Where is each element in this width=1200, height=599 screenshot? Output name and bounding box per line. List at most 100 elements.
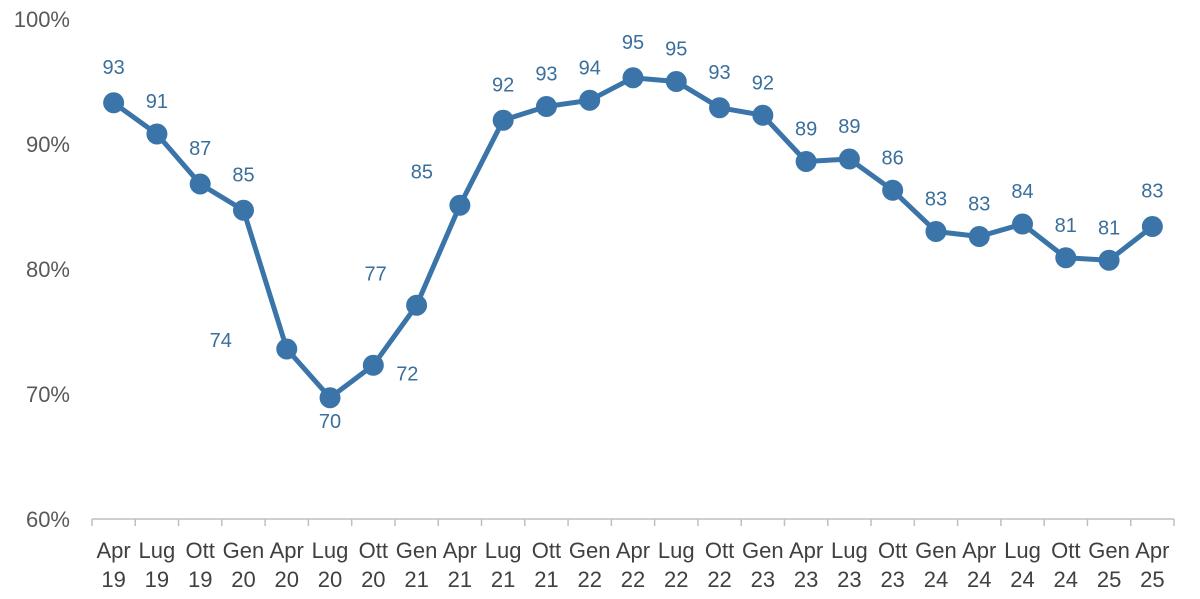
x-tick-label-month: Ott (186, 538, 215, 563)
x-tick-label-year: 21 (534, 567, 558, 592)
x-tick-label-year: 24 (1010, 567, 1034, 592)
data-points (103, 67, 1163, 409)
x-tick-label-month: Gen (396, 538, 438, 563)
x-tick-label-year: 19 (145, 567, 169, 592)
data-label: 81 (1098, 217, 1120, 239)
data-point (362, 354, 384, 376)
x-tick-label-year: 22 (664, 567, 688, 592)
x-tick-label-year: 23 (794, 567, 818, 592)
data-point (1055, 247, 1077, 269)
data-label: 84 (1011, 181, 1033, 203)
x-tick-label-year: 20 (318, 567, 342, 592)
data-point (492, 109, 514, 131)
data-label: 85 (232, 164, 254, 186)
x-tick-label-month: Ott (532, 538, 561, 563)
data-label: 92 (492, 74, 514, 96)
data-label: 72 (396, 363, 418, 385)
data-point (838, 148, 860, 170)
data-label: 89 (838, 116, 860, 138)
data-point (882, 179, 904, 201)
x-tick-label-month: Lug (312, 538, 349, 563)
data-label: 93 (535, 64, 557, 86)
x-tick-label-month: Gen (223, 538, 265, 563)
x-tick-label-year: 24 (924, 567, 948, 592)
x-tick-label-month: Gen (1088, 538, 1130, 563)
x-tick-label-year: 25 (1140, 567, 1164, 592)
x-tick-label-year: 22 (577, 567, 601, 592)
x-axis: Apr 19 Lug 19 Ott 19 Gen 20 Apr 20 Lug 20 Ott 20 Gen 21… (91, 518, 1175, 592)
x-tick-label-month: Lug (1004, 538, 1041, 563)
x-tick-label-month: Apr (443, 538, 477, 563)
y-tick-label: 100% (14, 7, 70, 32)
data-label: 95 (622, 32, 644, 54)
x-tick-label-year: 19 (101, 567, 125, 592)
x-tick-label-year: 24 (1054, 567, 1078, 592)
data-point (1012, 213, 1034, 235)
data-label: 81 (1055, 215, 1077, 237)
x-tick-label-month: Apr (616, 538, 650, 563)
data-point (535, 96, 557, 117)
data-label: 83 (1141, 181, 1163, 203)
x-tick-label-month: Ott (1051, 538, 1080, 563)
x-tick-label-month: Lug (485, 538, 522, 563)
x-tick-label-year: 23 (837, 567, 861, 592)
data-point (665, 71, 687, 92)
x-tick-label-year: 19 (188, 567, 212, 592)
x-tick-label-month: Apr (789, 538, 823, 563)
data-label: 87 (189, 138, 211, 160)
data-label: 83 (968, 194, 990, 216)
x-tick-label-year: 20 (275, 567, 299, 592)
data-label: 86 (882, 147, 904, 169)
x-tick-label-month: Ott (359, 538, 388, 563)
x-tick-label-month: Lug (139, 538, 176, 563)
x-tick-label-year: 24 (967, 567, 991, 592)
data-label: 93 (708, 62, 730, 84)
data-point (319, 387, 341, 409)
x-tick-label-year: 20 (231, 567, 255, 592)
x-tick-label-year: 21 (404, 567, 428, 592)
data-point (579, 89, 601, 111)
data-point (232, 199, 254, 221)
data-point (752, 104, 774, 126)
data-point (968, 226, 990, 247)
data-label: 89 (795, 119, 817, 141)
data-label: 83 (925, 189, 947, 211)
data-point (925, 221, 947, 242)
data-point (146, 123, 168, 145)
data-label: 85 (411, 161, 433, 183)
data-point (189, 173, 211, 195)
x-tick-label-month: Lug (831, 538, 868, 563)
x-tick-label-month: Gen (742, 538, 784, 563)
data-point (1098, 249, 1120, 271)
x-tick-label-month: Lug (658, 538, 695, 563)
x-tick-label-month: Gen (569, 538, 611, 563)
data-point (709, 97, 731, 119)
x-tick-label-month: Apr (962, 538, 996, 563)
x-tick-label-month: Gen (915, 538, 957, 563)
y-tick-label: 80% (26, 257, 70, 282)
x-tick-label-year: 23 (751, 567, 775, 592)
series-line (111, 75, 1155, 401)
series-path (111, 75, 1155, 401)
data-point (1141, 216, 1163, 237)
x-tick-label-month: Apr (1135, 538, 1169, 563)
data-point (622, 67, 644, 89)
x-tick-label-month: Apr (97, 538, 131, 563)
data-point (449, 194, 471, 216)
data-point (406, 294, 428, 316)
y-tick-label: 90% (26, 132, 70, 157)
x-tick-label-year: 20 (361, 567, 385, 592)
x-tick-label-year: 21 (491, 567, 515, 592)
x-tick-label-year: 25 (1097, 567, 1121, 592)
x-tick-label-year: 23 (880, 567, 904, 592)
data-label: 70 (319, 411, 341, 433)
data-label: 74 (210, 330, 232, 352)
x-tick-label-month: Apr (270, 538, 304, 563)
data-label: 94 (579, 57, 601, 79)
data-point (795, 151, 817, 172)
x-tick-label-year: 21 (448, 567, 472, 592)
data-label: 93 (103, 57, 125, 79)
data-point (276, 338, 298, 360)
y-tick-label: 60% (26, 507, 70, 532)
data-label: 95 (665, 39, 687, 61)
